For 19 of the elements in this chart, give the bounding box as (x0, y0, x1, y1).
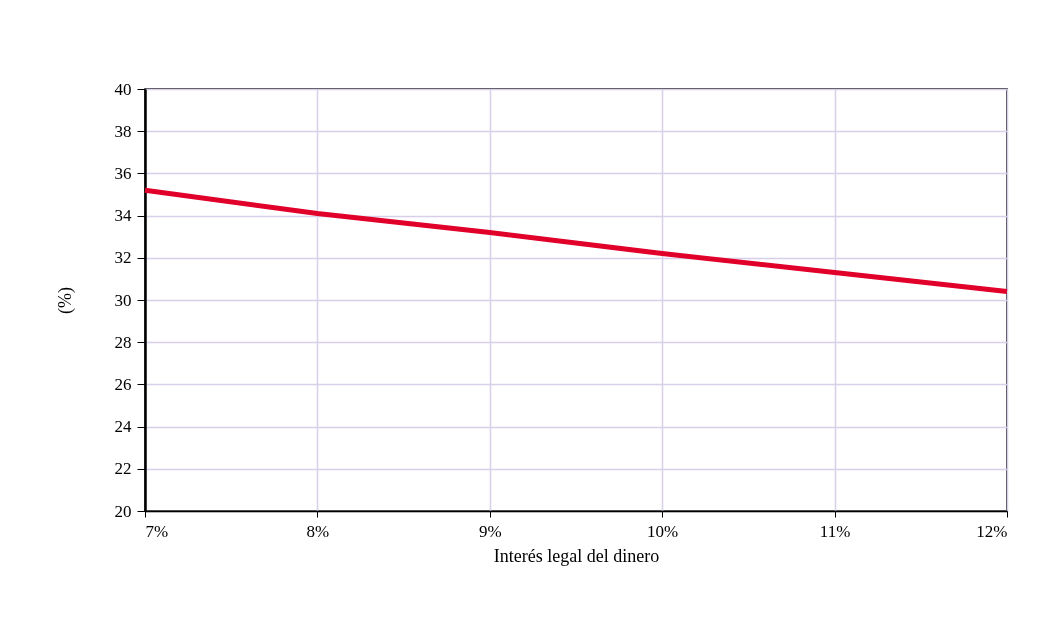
y-tick-label: 26 (114, 374, 132, 394)
y-tick-label: 32 (114, 248, 132, 268)
x-tick-label: 9% (478, 521, 502, 541)
y-tick-label: 36 (114, 163, 132, 183)
y-tick-label: 40 (114, 79, 132, 99)
x-tick-label: 12% (976, 521, 1008, 541)
x-tick-label: 11% (819, 521, 851, 541)
x-axis-title: Interés legal del dinero (493, 545, 660, 566)
x-tick-label: 10% (647, 521, 679, 541)
y-axis-title: (%) (54, 287, 76, 314)
y-tick-label: 34 (114, 206, 132, 226)
y-tick-label: 20 (114, 501, 132, 521)
y-tick-label: 38 (114, 121, 132, 141)
y-tick-label: 24 (114, 417, 132, 437)
x-tick-label: 7% (145, 521, 169, 541)
y-tick-label: 22 (114, 459, 132, 479)
y-tick-label: 30 (114, 290, 132, 310)
y-tick-label: 28 (114, 332, 132, 352)
x-tick-label: 8% (306, 521, 330, 541)
